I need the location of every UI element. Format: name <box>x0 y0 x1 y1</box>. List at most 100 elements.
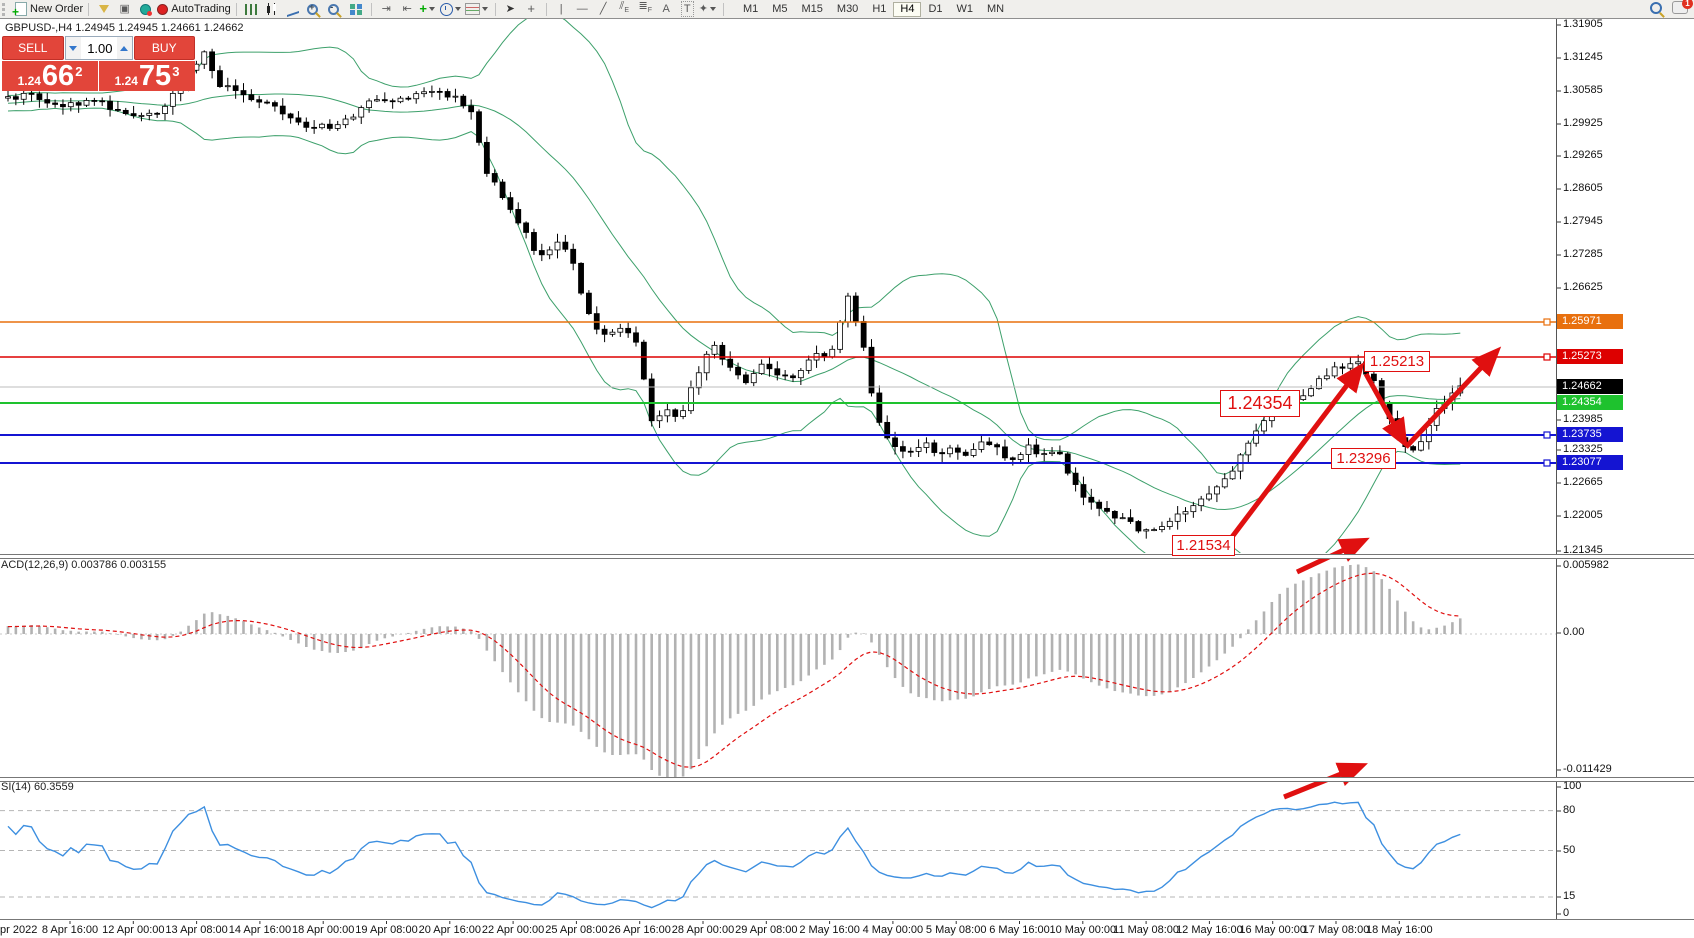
chart-shift-icon: ⇤ <box>402 3 412 15</box>
channel-button[interactable]: ⫽E <box>615 0 634 17</box>
panel-separator-rsi[interactable] <box>0 777 1694 782</box>
price-axis-label: 1.21345 <box>1563 544 1603 556</box>
toolbar-separator <box>722 2 724 16</box>
volume-increase-button[interactable] <box>116 37 132 59</box>
time-axis-label: 16 May 00:00 <box>1239 924 1307 936</box>
time-axis-label: 13 Apr 08:00 <box>165 924 228 936</box>
timeframe-m15[interactable]: M15 <box>801 2 823 15</box>
chevron-down-icon <box>429 7 436 11</box>
volume-input[interactable] <box>80 37 117 59</box>
bollinger-band <box>7 107 1461 553</box>
notification-badge: 1 <box>1682 0 1693 9</box>
timeframe-h1[interactable]: H1 <box>872 2 887 15</box>
candlestick-button[interactable] <box>263 1 282 17</box>
time-axis-label: 28 Apr 00:00 <box>671 924 735 936</box>
time-axis-label: 19 Apr 08:00 <box>355 924 418 936</box>
auto-scroll-icon: ⇥ <box>381 3 391 15</box>
panel-separator-macd[interactable] <box>0 554 1694 559</box>
tile-windows-button[interactable] <box>347 1 366 17</box>
annotation-price-label[interactable]: 1.24354 <box>1220 390 1300 417</box>
timeframe-m5[interactable]: M5 <box>772 2 788 15</box>
price-axis-badge: 1.24662 <box>1557 379 1623 394</box>
time-axis-label: 8 Apr 16:00 <box>41 924 99 936</box>
crosshair-button[interactable]: + <box>522 1 541 17</box>
timeframe-w1[interactable]: W1 <box>956 2 974 15</box>
auto-scroll-button[interactable]: ⇥ <box>377 1 396 17</box>
autotrading-label: AutoTrading <box>171 3 231 15</box>
macd-label: ACD(12,26,9) 0.003786 0.003155 <box>1 559 167 571</box>
time-axis-label: 22 Apr 00:00 <box>481 924 545 936</box>
candlestick-icon <box>266 3 279 15</box>
sell-price[interactable]: 1.24 66 2 <box>2 61 98 91</box>
label-icon: T <box>680 1 694 17</box>
text-icon: A <box>662 3 670 15</box>
line-chart-button[interactable] <box>284 1 303 17</box>
volume-control <box>64 36 133 60</box>
tile-windows-icon <box>350 3 363 15</box>
chart-shift-button[interactable]: ⇤ <box>398 1 417 17</box>
trend-arrow[interactable] <box>1363 372 1408 449</box>
price-axis-badge: 1.25273 <box>1557 349 1623 364</box>
macd-axis-label: 0.005982 <box>1563 559 1609 571</box>
vline-icon: | <box>559 3 563 15</box>
cursor-button[interactable]: ➤ <box>501 1 520 17</box>
trend-arrow[interactable] <box>1230 362 1365 539</box>
timeframe-d1[interactable]: D1 <box>928 2 943 15</box>
annotation-price-label[interactable]: 1.23296 <box>1331 448 1396 469</box>
trend-arrow[interactable] <box>1404 346 1502 449</box>
periods-button[interactable] <box>439 1 463 17</box>
templates-button[interactable] <box>464 1 490 17</box>
price-axis-label: 1.29925 <box>1563 117 1603 129</box>
timeframe-m30[interactable]: M30 <box>836 2 859 15</box>
buy-button[interactable]: BUY <box>133 36 195 60</box>
sell-price-big: 66 <box>41 60 75 92</box>
new-window-button[interactable]: ▣ <box>115 1 134 17</box>
price-axis-label: 1.22665 <box>1563 476 1603 488</box>
volume-decrease-button[interactable] <box>65 37 81 59</box>
timeframe-m1[interactable]: M1 <box>742 2 759 15</box>
time-axis-label: 12 May 16:00 <box>1176 924 1243 936</box>
zoom-out-button[interactable]: - <box>326 1 345 17</box>
rsi-axis-label: 0 <box>1563 907 1570 919</box>
time-axis-label: 10 May 00:00 <box>1049 924 1117 936</box>
text-label-button[interactable]: T <box>678 1 697 17</box>
trendline-button[interactable]: ╱ <box>594 1 613 17</box>
time-axis-label: 26 Apr 16:00 <box>608 924 671 936</box>
timeframe-mn[interactable]: MN <box>987 2 1005 15</box>
rsi-axis-label: 50 <box>1563 844 1576 856</box>
annotation-price-label[interactable]: 1.21534 <box>1172 535 1235 556</box>
buy-price-sup: 3 <box>172 64 180 79</box>
autotrading-button[interactable]: AutoTrading <box>157 1 231 17</box>
zoom-in-icon: + <box>307 2 319 15</box>
time-axis-label: 18 May 16:00 <box>1365 924 1433 936</box>
fibonacci-button[interactable]: ≣F <box>636 0 655 17</box>
new-order-button[interactable]: New Order <box>12 1 83 19</box>
hline-icon: — <box>576 3 588 15</box>
indicators-button[interactable]: + <box>419 1 438 17</box>
price-axis-label: 1.23985 <box>1563 413 1603 425</box>
depth-of-market-button[interactable] <box>94 1 113 17</box>
fibonacci-icon: ≣F <box>638 0 652 15</box>
time-axis-label: 6 May 16:00 <box>989 924 1050 936</box>
clock-icon <box>439 2 453 16</box>
time-axis-label: 25 Apr 08:00 <box>545 924 608 936</box>
buy-price[interactable]: 1.24 75 3 <box>99 61 195 91</box>
horizontal-line-button[interactable]: — <box>573 1 592 17</box>
toolbar-grip[interactable] <box>2 2 10 16</box>
text-button[interactable]: A <box>657 1 676 17</box>
search-icon[interactable] <box>1650 1 1662 14</box>
bar-chart-button[interactable] <box>242 1 261 17</box>
annotation-price-label[interactable]: 1.25213 <box>1364 351 1430 372</box>
templates-icon <box>464 3 480 15</box>
zoom-in-button[interactable]: + <box>305 1 324 17</box>
vertical-line-button[interactable]: | <box>552 1 571 17</box>
time-axis-label: 14 Apr 16:00 <box>228 924 292 936</box>
bollinger-band <box>7 93 1461 511</box>
shapes-button[interactable]: ✦ <box>699 1 718 17</box>
timeframe-h4[interactable]: H4 <box>893 1 922 17</box>
chat-icon[interactable]: 1 <box>1672 0 1693 14</box>
signal-icon <box>140 3 153 16</box>
signals-button[interactable] <box>136 1 155 17</box>
sell-button[interactable]: SELL <box>2 36 64 60</box>
